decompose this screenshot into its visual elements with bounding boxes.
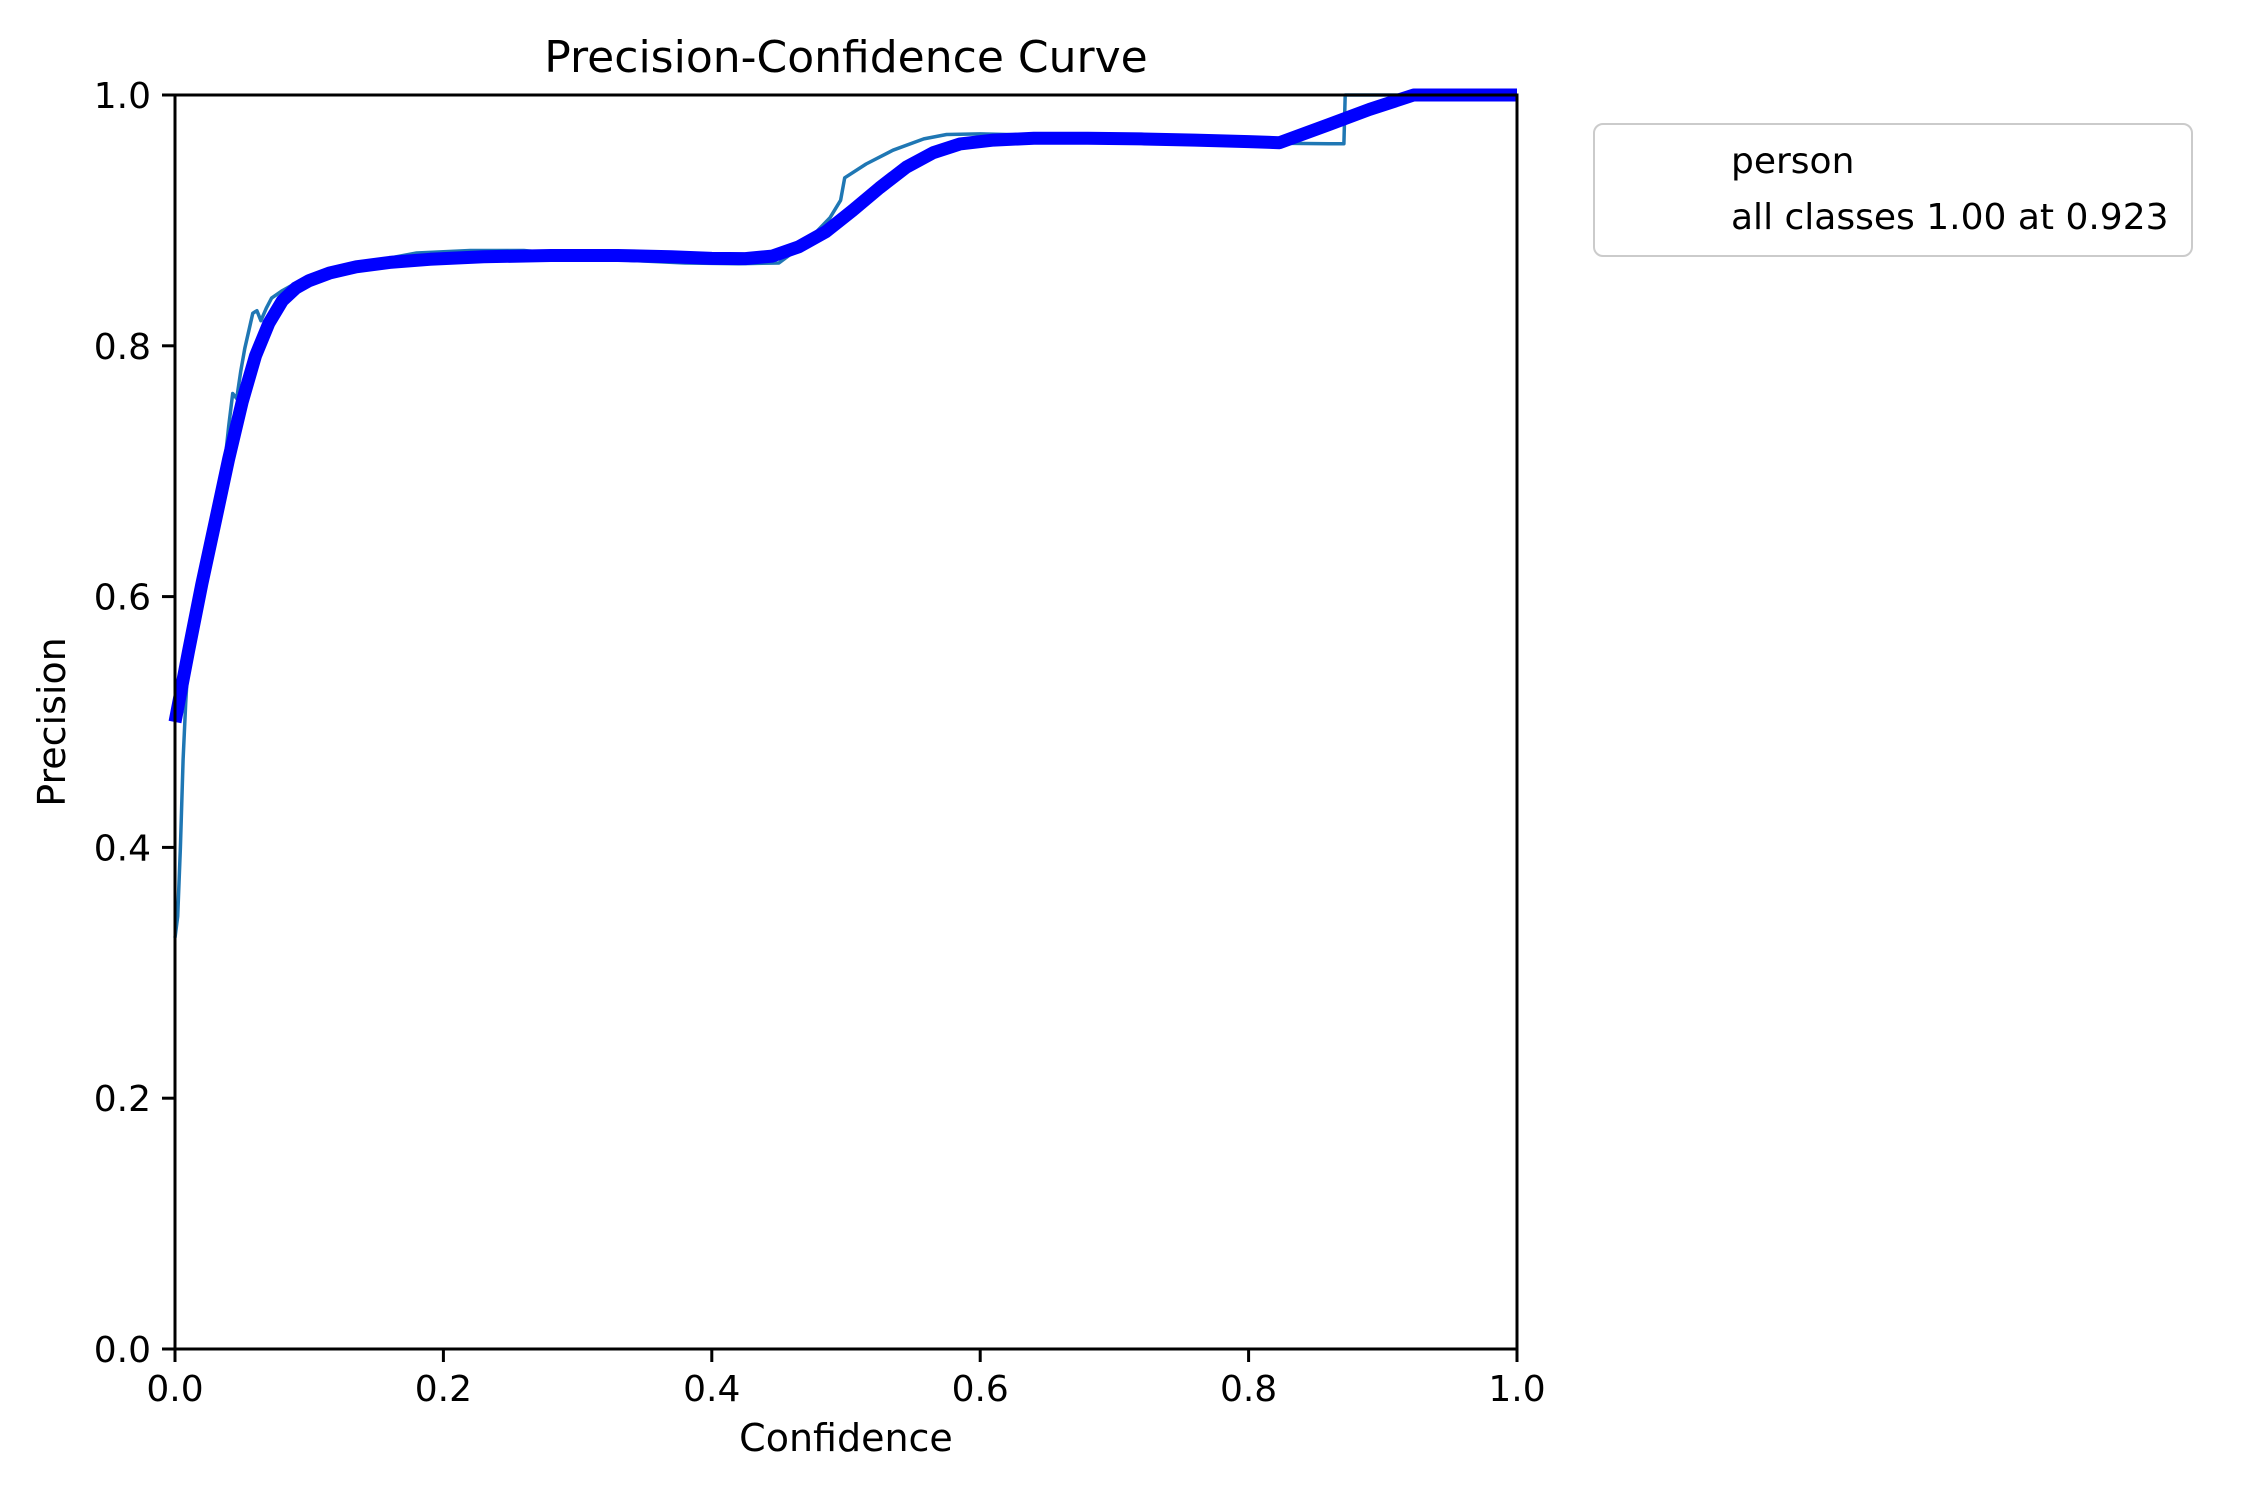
y-tick-label: 0.0	[94, 1330, 151, 1371]
x-axis-label: Confidence	[739, 1416, 953, 1460]
all-classes-curve	[168, 88, 1517, 724]
y-axis-label: Precision	[30, 637, 74, 807]
legend-label-person: person	[1731, 140, 1855, 182]
x-tick-label: 0.4	[683, 1369, 740, 1410]
y-tick-label: 0.4	[94, 828, 151, 869]
x-tick-label: 0.0	[146, 1369, 203, 1410]
legend-row-all-classes: all classes 1.00 at 0.923	[1611, 194, 2191, 242]
y-tick-label: 0.6	[94, 578, 151, 619]
x-tick-label: 0.6	[952, 1369, 1009, 1410]
plot-border	[173, 93, 1519, 1351]
legend: person all classes 1.00 at 0.923	[1593, 123, 2193, 257]
all-classes-line-swatch	[1611, 212, 1693, 225]
y-tick-label: 0.2	[94, 1079, 151, 1120]
x-tick-label: 0.2	[415, 1369, 472, 1410]
x-tick-label: 0.8	[1220, 1369, 1277, 1410]
legend-row-person: person	[1611, 138, 2191, 186]
y-tick-label: 0.8	[94, 327, 151, 368]
legend-label-all-classes: all classes 1.00 at 0.923	[1731, 197, 2169, 239]
x-tick-label: 1.0	[1488, 1369, 1545, 1410]
person-line-swatch	[1611, 160, 1693, 164]
y-tick-label: 1.0	[94, 76, 151, 117]
chart-title: Precision-Confidence Curve	[544, 32, 1148, 83]
